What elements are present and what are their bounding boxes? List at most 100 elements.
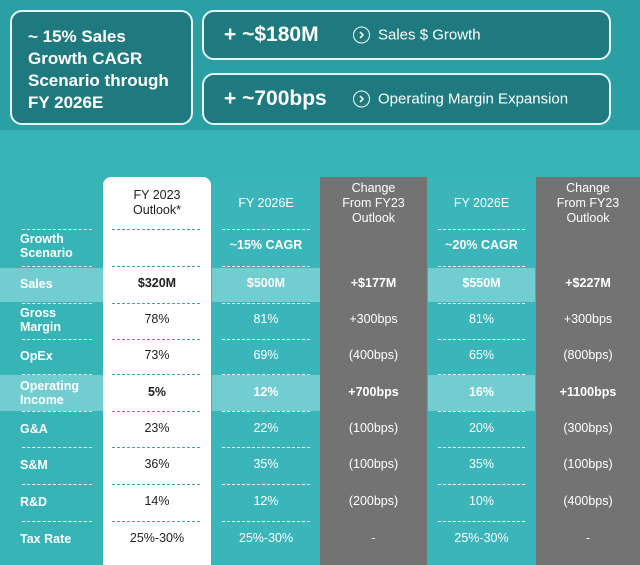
cell-tax-rate-c1: - [371,531,376,545]
sales-growth-label: Sales $ Growth [378,26,481,44]
header-fy26-20pct: FY 2026E [453,195,510,210]
margin-expansion-callout: + ~700bps Operating Margin Expansion [202,73,611,125]
row-label-opex: OpEx [20,349,53,363]
change-15pct-column [320,177,427,565]
cell-sales-c2: +$227M [565,276,611,290]
row-label-gross-margin: Gross Margin [20,306,61,334]
cell-opex-c1: (400bps) [348,348,399,362]
row-divider [222,447,310,448]
row-divider [112,447,200,448]
row-divider [438,266,525,267]
row-divider [438,339,525,340]
header-fy26-15pct: FY 2026E [238,195,294,210]
row-divider [222,521,310,522]
cell-operating-income-c1: +700bps [348,385,399,399]
cell-tax-rate-t1: 25%-30% [238,531,294,545]
row-divider [112,339,200,340]
row-divider [438,411,525,412]
cell-sales-t1: $500M [246,276,286,290]
sales-row-highlight [0,268,640,302]
row-divider [438,229,525,230]
header-change-20pct: Change From FY23 Outlook [556,180,620,225]
cell-opex-fy23: 73% [144,348,170,362]
fy26-20pct-column [428,177,535,565]
cell-r-and-d-c1: (200bps) [348,494,399,508]
row-divider [22,229,92,230]
cell-s-and-m-c2: (100bps) [563,457,613,471]
row-divider [438,484,525,485]
cell-s-and-m-t2: 35% [468,457,495,471]
scenario-line: ~ 15% Sales [28,27,126,46]
cell-r-and-d-fy23: 14% [144,494,170,508]
row-divider [22,339,92,340]
fy26-15pct-column [212,177,320,565]
row-label-g-and-a: G&A [20,422,48,436]
cell-growth-scenario-t1: ~15% CAGR [229,238,303,252]
row-label-operating-income: Operating Income [20,379,80,407]
cell-sales-fy23: $320M [137,276,177,290]
scenario-line: Growth CAGR [28,49,143,68]
row-divider [222,374,310,375]
row-divider [438,447,525,448]
cell-sales-c1: +$177M [350,276,397,290]
cell-operating-income-fy23: 5% [147,385,167,399]
cell-r-and-d-t1: 12% [253,494,279,508]
cell-opex-c2: (800bps) [563,348,613,362]
row-divider [22,266,92,267]
row-divider [222,266,310,267]
cell-opex-t1: 69% [253,348,279,362]
row-divider [22,303,92,304]
sales-growth-callout: + ~$180M Sales $ Growth [202,10,611,60]
row-divider [112,374,200,375]
margin-expansion-label: Operating Margin Expansion [378,90,569,108]
row-divider [222,411,310,412]
row-divider [22,521,92,522]
cell-gross-margin-c1: +300bps [349,312,398,326]
cell-sales-t2: $550M [462,276,501,290]
cell-gross-margin-c2: +300bps [563,312,613,326]
row-label-tax-rate: Tax Rate [20,532,72,546]
sales-growth-value: + ~$180M [224,23,319,46]
row-divider [222,484,310,485]
cell-tax-rate-c2: - [585,531,591,545]
cell-g-and-a-c2: (300bps) [563,421,613,435]
row-label-sales: Sales [20,277,53,291]
row-divider [438,521,525,522]
cell-s-and-m-c1: (100bps) [348,457,399,471]
scenario-line: FY 2026E [28,93,104,112]
row-divider [222,303,310,304]
cell-growth-scenario-t2: ~20% CAGR [445,238,518,252]
margin-expansion-value: + ~700bps [224,87,327,110]
cell-s-and-m-fy23: 36% [144,457,170,471]
cell-operating-income-t2: 16% [468,385,495,399]
cell-tax-rate-fy23: 25%-30% [129,531,185,545]
row-divider [112,303,200,304]
cell-operating-income-t1: 12% [253,385,279,399]
row-divider [22,447,92,448]
cell-r-and-d-t2: 10% [468,494,495,508]
cell-g-and-a-t1: 22% [253,421,279,435]
cell-s-and-m-t1: 35% [253,457,279,471]
row-label-s-and-m: S&M [20,458,48,472]
row-divider [22,484,92,485]
header-fy23-outlook: FY 2023 Outlook* [133,188,181,217]
row-divider [112,521,200,522]
fy23-column [103,177,211,565]
change-20pct-column [536,177,640,565]
row-divider [112,484,200,485]
row-label-r-and-d: R&D [20,495,48,509]
cell-gross-margin-t2: 81% [468,312,495,326]
chevron-circle-icon [353,90,370,108]
header-change-15pct: Change From FY23 Outlook [342,180,405,225]
scenario-line: Scenario through [28,71,169,90]
row-divider [438,303,525,304]
cell-gross-margin-t1: 81% [253,312,279,326]
cell-g-and-a-fy23: 23% [144,421,170,435]
row-divider [22,411,92,412]
cell-r-and-d-c2: (400bps) [563,494,613,508]
row-divider [112,266,200,267]
cell-g-and-a-t2: 20% [468,421,495,435]
row-divider [112,229,200,230]
row-divider [222,229,310,230]
cell-operating-income-c2: +1100bps [559,385,617,399]
